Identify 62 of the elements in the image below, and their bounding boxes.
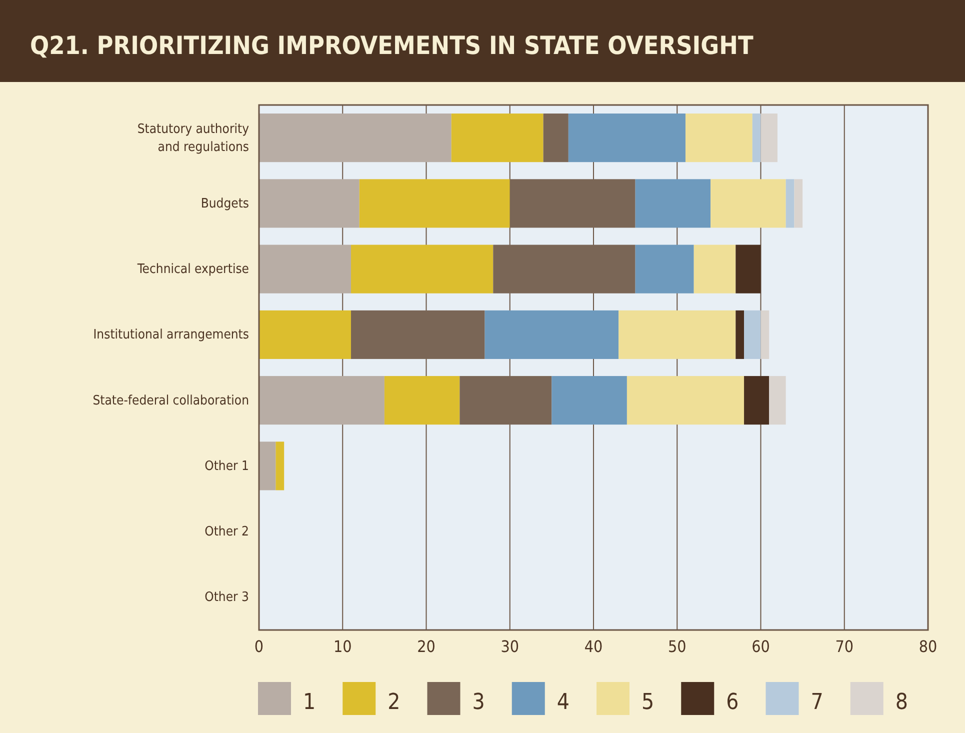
x-tick-label: 50 xyxy=(668,637,686,656)
y-tick-label: State-federal collaboration xyxy=(92,392,249,408)
bar xyxy=(710,179,786,228)
x-tick-label: 20 xyxy=(417,637,436,656)
x-tick-label: 60 xyxy=(752,637,770,656)
bar xyxy=(744,376,770,425)
legend-label: 5 xyxy=(642,690,654,715)
bar xyxy=(510,179,636,228)
legend-label: 7 xyxy=(810,690,824,715)
bar xyxy=(760,114,778,162)
bar xyxy=(760,310,770,359)
legend-label: 1 xyxy=(303,690,316,715)
legend-label: 4 xyxy=(556,690,570,715)
bar xyxy=(276,442,284,490)
bar xyxy=(618,310,736,359)
bar xyxy=(769,376,786,425)
x-tick-label: 40 xyxy=(584,637,603,656)
bar xyxy=(384,376,460,425)
legend-label: 6 xyxy=(726,690,739,715)
bar xyxy=(744,310,761,359)
x-tick-label: 10 xyxy=(333,637,352,656)
bar xyxy=(259,310,351,359)
bar xyxy=(635,244,694,294)
x-tick-label: 70 xyxy=(835,637,854,656)
bar xyxy=(484,310,619,359)
bar xyxy=(460,376,552,425)
bar xyxy=(736,244,761,294)
bar xyxy=(350,310,485,359)
legend-label: 3 xyxy=(472,690,485,715)
bar xyxy=(543,114,568,162)
bar xyxy=(552,376,627,425)
x-tick-label: 30 xyxy=(500,637,520,656)
bar xyxy=(350,244,494,294)
bar xyxy=(259,179,360,228)
legend-label: 8 xyxy=(895,690,908,715)
x-tick-label: 80 xyxy=(918,637,938,656)
bar xyxy=(694,244,736,294)
y-tick-label: Other 3 xyxy=(204,590,249,605)
y-tick-label: Technical expertise xyxy=(136,262,249,277)
bar xyxy=(451,114,544,162)
y-tick-label: Statutory authority and regulations xyxy=(137,121,250,154)
y-tick-label: Other 1 xyxy=(204,458,249,474)
bar xyxy=(259,376,384,425)
bar xyxy=(259,114,452,162)
bar xyxy=(259,244,351,294)
bar xyxy=(568,114,686,162)
bar xyxy=(786,179,794,228)
bar xyxy=(736,310,744,359)
bar xyxy=(626,376,744,425)
legend-label: 2 xyxy=(388,690,400,715)
bar xyxy=(259,442,276,490)
bar xyxy=(493,244,636,294)
x-tick-label: 0 xyxy=(254,637,264,656)
y-tick-label: Budgets xyxy=(200,196,249,211)
bar xyxy=(794,179,803,228)
bar xyxy=(359,179,510,228)
y-tick-label: Other 2 xyxy=(204,524,249,540)
bar xyxy=(752,114,761,162)
y-tick-label: Institutional arrangements xyxy=(93,327,249,342)
bar xyxy=(635,179,711,228)
bar xyxy=(685,114,752,162)
chart-title: Q21. PRIORITIZING IMPROVEMENTS IN STATE OVERSIGHT xyxy=(30,31,754,60)
